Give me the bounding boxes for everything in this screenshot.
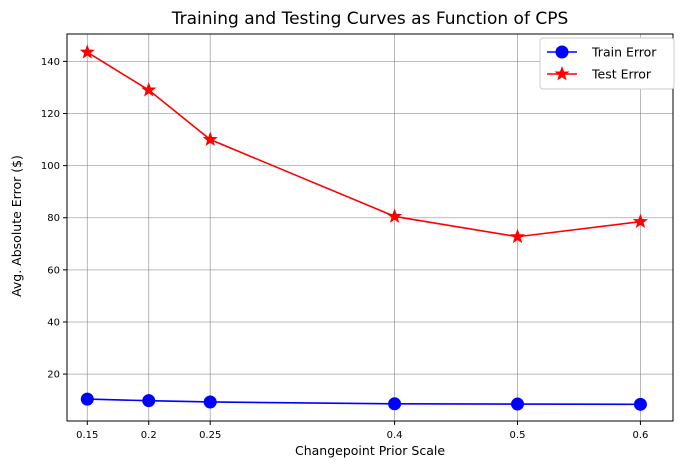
y-tick-label: 120 [41,109,60,120]
data-point [632,213,648,229]
y-tick-label: 20 [47,370,60,381]
y-tick-label: 80 [47,213,60,224]
x-tick-label: 0.4 [387,430,403,441]
y-tick-label: 60 [47,265,60,276]
legend: Train Error Test Error [539,37,675,90]
legend-marker [555,45,569,59]
legend-item: Train Error [547,45,657,60]
x-tick-label: 0.2 [141,430,157,441]
x-tick-label: 0.6 [632,430,648,441]
y-tick-label: 40 [47,317,60,328]
data-point [79,44,95,59]
data-point [141,82,157,97]
legend-marker [554,66,570,81]
plot-frame [66,33,674,422]
y-tick-label: 140 [41,57,60,68]
series-layer [79,44,648,411]
series-line [87,398,641,406]
grid [67,34,673,421]
series-line [86,51,641,238]
data-point [387,208,403,223]
x-tick-label: 0.5 [510,430,526,441]
series-test-error [79,44,648,244]
data-point [633,397,647,411]
data-point [388,397,402,411]
series-train-error [80,392,647,411]
data-point [142,394,156,408]
legend-item: Test Error [547,66,652,82]
data-point [80,392,94,406]
data-point [509,228,526,244]
legend-label: Test Error [591,67,652,82]
chart-title: Training and Testing Curves as Function … [171,9,569,29]
x-tick-label: 0.15 [76,430,98,441]
x-tick-label: 0.25 [199,430,221,441]
x-axis-label: Changepoint Prior Scale [295,443,445,458]
legend-box [539,37,675,90]
y-axis-label: Avg. Absolute Error ($) [9,155,24,297]
data-point [202,131,218,146]
axis-ticks: 0.15 0.2 0.25 0.4 0.5 0.6 20 40 60 80 100 120 140 [41,57,648,441]
data-point [203,395,217,409]
data-point [511,397,525,411]
legend-label: Train Error [591,45,657,60]
y-tick-label: 100 [41,161,60,172]
